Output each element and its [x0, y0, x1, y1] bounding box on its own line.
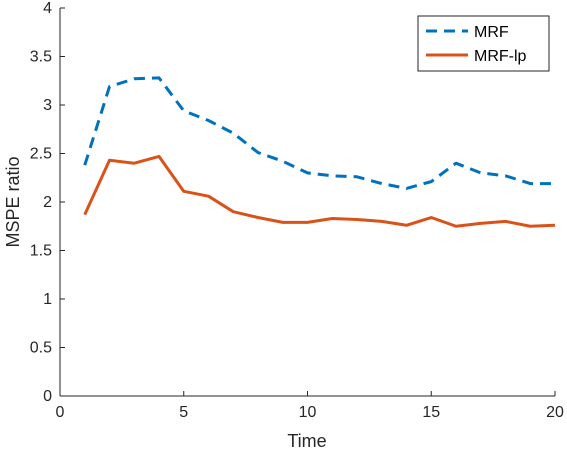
series-layer [83, 76, 556, 228]
x-tick-label: 15 [422, 404, 440, 421]
x-tick-label: 20 [546, 404, 564, 421]
legend: MRF MRF-lp [417, 15, 550, 72]
legend-box [417, 15, 550, 72]
series-line-mrf [83, 76, 555, 190]
x-tick-label: 10 [299, 404, 317, 421]
y-tick-label: 1.5 [30, 243, 52, 260]
legend-label: MRF-lp [474, 48, 527, 65]
y-tick-label: 4 [43, 0, 52, 17]
x-tick-label: 5 [179, 404, 188, 421]
plot-background [60, 8, 555, 396]
x-axis-label: Time [287, 431, 326, 449]
y-tick-label: 2.5 [30, 146, 52, 163]
y-tick-label: 1 [43, 291, 52, 308]
y-tick-label: 0.5 [30, 340, 52, 357]
y-tick-label: 3 [43, 97, 52, 114]
series-line-mrf-lp [83, 154, 556, 228]
x-tick-label: 0 [56, 404, 65, 421]
legend-label: MRF [474, 24, 509, 41]
y-tick-label: 3.5 [30, 49, 52, 66]
y-tick-label: 2 [43, 194, 52, 211]
y-tick-label: 0 [43, 388, 52, 405]
y-axis-label: MSPE ratio [3, 156, 23, 247]
axes: 0 5 10 15 20 0 0.5 1 1.5 2 2.5 3 3.5 4 [30, 0, 564, 421]
